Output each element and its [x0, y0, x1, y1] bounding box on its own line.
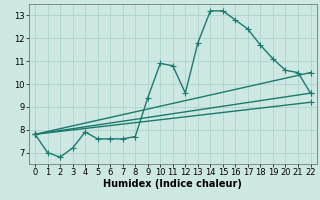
- X-axis label: Humidex (Indice chaleur): Humidex (Indice chaleur): [103, 179, 242, 189]
